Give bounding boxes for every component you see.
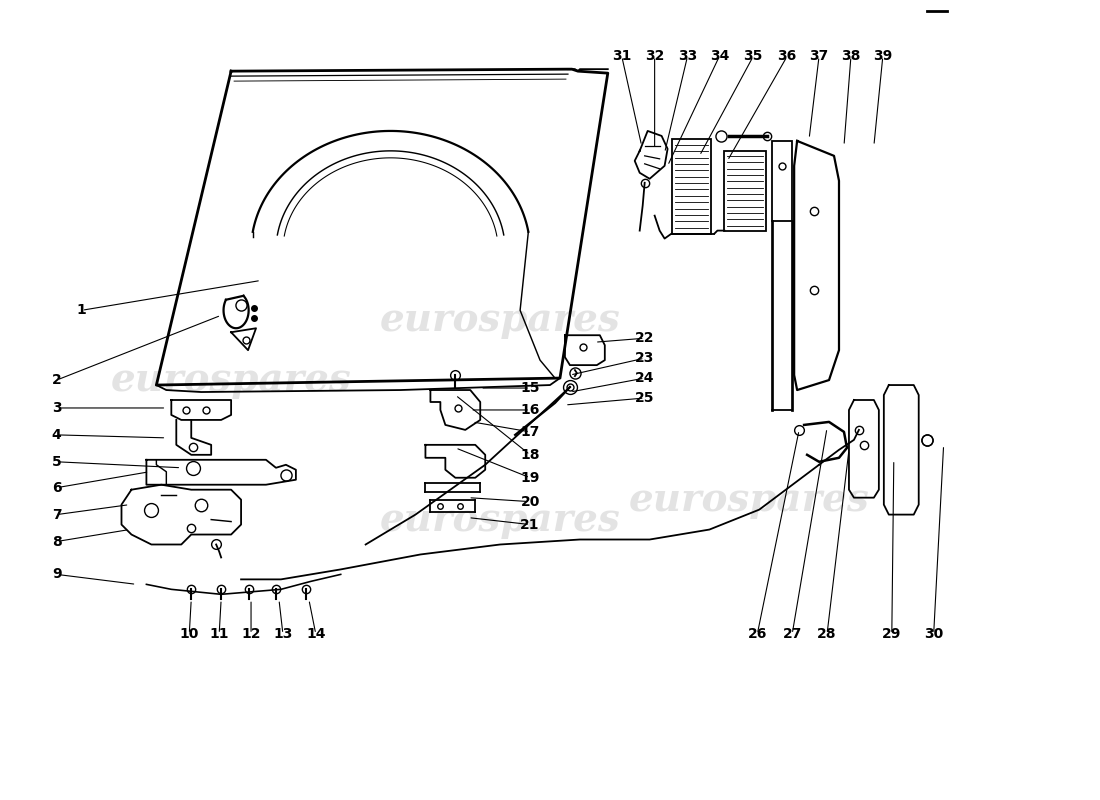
Text: 38: 38 (842, 49, 860, 63)
Text: 14: 14 (306, 627, 326, 641)
Text: 10: 10 (179, 627, 199, 641)
Text: 26: 26 (748, 627, 767, 641)
Text: 18: 18 (520, 448, 540, 462)
Text: 21: 21 (520, 518, 540, 531)
Text: eurospares: eurospares (379, 501, 620, 538)
Text: 28: 28 (817, 627, 837, 641)
Text: 11: 11 (209, 627, 229, 641)
Text: 8: 8 (52, 534, 62, 549)
Text: 24: 24 (635, 371, 654, 385)
Bar (725, 151, 767, 230)
Text: 7: 7 (52, 508, 62, 522)
Text: 13: 13 (273, 627, 293, 641)
Bar (772, 141, 792, 221)
Text: 35: 35 (744, 49, 763, 63)
Text: 23: 23 (635, 351, 654, 365)
Text: 37: 37 (810, 49, 828, 63)
Text: 39: 39 (873, 49, 892, 63)
Text: 6: 6 (52, 481, 62, 494)
Text: 5: 5 (52, 454, 62, 469)
Text: 32: 32 (645, 49, 664, 63)
Bar (672, 139, 712, 234)
Text: 15: 15 (520, 381, 540, 395)
Text: 16: 16 (520, 403, 540, 417)
Text: 33: 33 (678, 49, 697, 63)
Text: 22: 22 (635, 331, 654, 346)
Text: eurospares: eurospares (379, 302, 620, 339)
Text: 31: 31 (612, 49, 631, 63)
Text: 30: 30 (924, 627, 944, 641)
Text: 12: 12 (241, 627, 261, 641)
Text: 4: 4 (52, 428, 62, 442)
Text: 19: 19 (520, 470, 540, 485)
Text: 34: 34 (710, 49, 729, 63)
Text: 36: 36 (778, 49, 796, 63)
Text: 1: 1 (77, 303, 87, 318)
Text: 9: 9 (52, 567, 62, 582)
Text: 17: 17 (520, 425, 540, 439)
Text: 25: 25 (635, 391, 654, 405)
Text: eurospares: eurospares (629, 481, 870, 518)
Text: 20: 20 (520, 494, 540, 509)
Text: eurospares: eurospares (111, 361, 352, 399)
Text: 29: 29 (882, 627, 902, 641)
Text: 3: 3 (52, 401, 62, 415)
Text: 2: 2 (52, 373, 62, 387)
Text: 27: 27 (782, 627, 802, 641)
